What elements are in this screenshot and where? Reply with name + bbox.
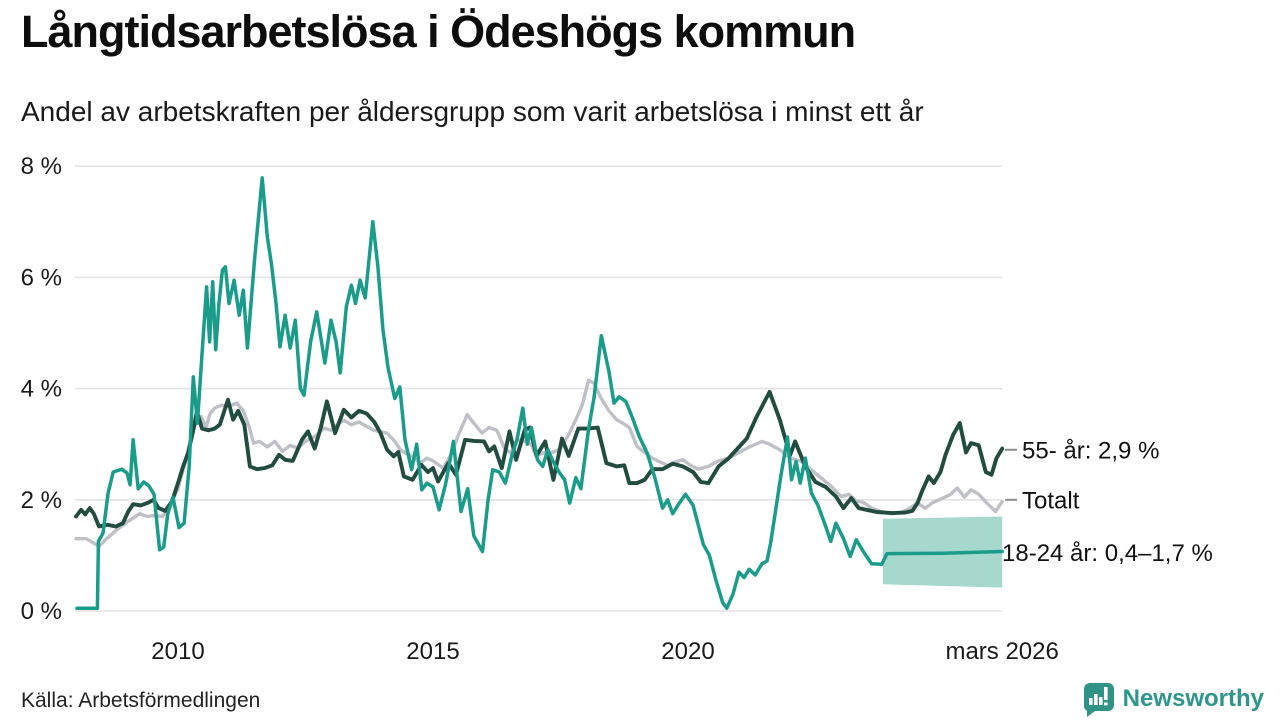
y-axis-label: 8 % xyxy=(21,153,62,180)
y-axis-label: 0 % xyxy=(21,598,62,625)
chart-title: Långtidsarbetslösa i Ödeshögs kommun xyxy=(21,6,856,57)
annotation-label: 55- år: 2,9 % xyxy=(1022,437,1159,464)
x-axis-label: 2020 xyxy=(661,638,714,665)
y-axis-label: 4 % xyxy=(21,376,62,403)
x-axis-label: 2015 xyxy=(406,638,459,665)
y-axis-label: 2 % xyxy=(21,487,62,514)
source-note: Källa: Arbetsförmedlingen xyxy=(21,689,261,712)
newsworthy-logo[interactable]: Newsworthy xyxy=(1081,681,1264,717)
x-axis-label: mars 2026 xyxy=(945,638,1058,665)
chart-subtitle: Andel av arbetskraften per åldersgrupp s… xyxy=(21,96,924,127)
newsworthy-icon xyxy=(1083,683,1114,717)
series-line-18-24-ar xyxy=(75,176,1004,610)
x-axis-label: 2010 xyxy=(151,638,204,665)
annotation-label: Totalt xyxy=(1022,487,1080,514)
newsworthy-wordmark: Newsworthy xyxy=(1122,685,1264,712)
y-axis-label: 6 % xyxy=(21,264,62,291)
annotation-label: 18-24 år: 0,4–1,7 % xyxy=(1002,540,1213,567)
